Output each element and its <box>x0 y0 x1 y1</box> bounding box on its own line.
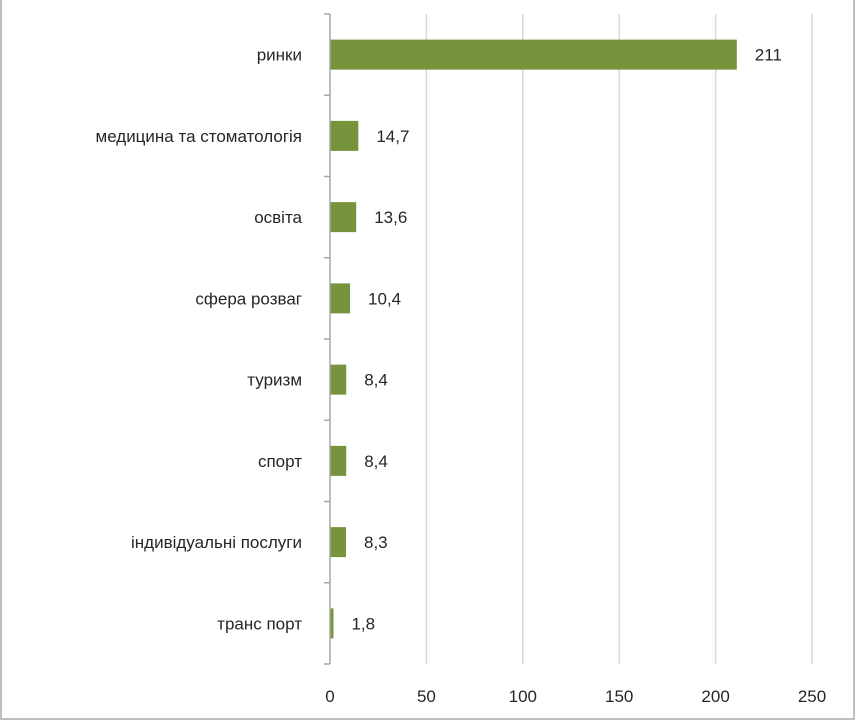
category-label: освіта <box>254 208 302 227</box>
bar <box>330 608 334 639</box>
category-label: транс порт <box>217 614 302 633</box>
bar <box>330 283 351 314</box>
bar <box>330 445 347 476</box>
category-label: індивідуальні послуги <box>131 533 302 552</box>
bars <box>330 39 737 639</box>
data-label: 13,6 <box>374 208 407 227</box>
category-label: спорт <box>258 452 302 471</box>
data-label: 8,4 <box>364 371 388 390</box>
y-axis <box>324 13 331 665</box>
bar <box>330 527 347 558</box>
category-label: сфера розваг <box>195 289 302 308</box>
category-labels: ринки медицина та стоматологія освіта сфера… <box>96 46 303 634</box>
data-label: 1,8 <box>351 614 375 633</box>
x-tick-label: 250 <box>798 687 826 706</box>
category-label: туризм <box>247 371 302 390</box>
bar <box>330 120 359 151</box>
data-label: 8,4 <box>364 452 388 471</box>
data-label: 211 <box>755 46 782 65</box>
x-tick-label: 150 <box>605 687 633 706</box>
x-tick-label: 50 <box>417 687 436 706</box>
bar <box>330 364 347 395</box>
bar <box>330 202 357 233</box>
grid-lines <box>425 14 813 664</box>
x-tick-label: 0 <box>325 687 334 706</box>
x-tick-label: 100 <box>509 687 537 706</box>
data-label: 14,7 <box>376 127 409 146</box>
category-label: медицина та стоматологія <box>96 127 303 146</box>
x-tick-labels: 0 50 100 150 200 250 <box>325 687 826 706</box>
category-label: ринки <box>257 46 302 65</box>
x-tick-label: 200 <box>701 687 729 706</box>
data-labels: 211 14,7 13,6 10,4 8,4 8,4 8,3 1,8 <box>351 46 781 634</box>
bar <box>330 39 737 70</box>
data-label: 8,3 <box>364 533 388 552</box>
data-label: 10,4 <box>368 289 401 308</box>
